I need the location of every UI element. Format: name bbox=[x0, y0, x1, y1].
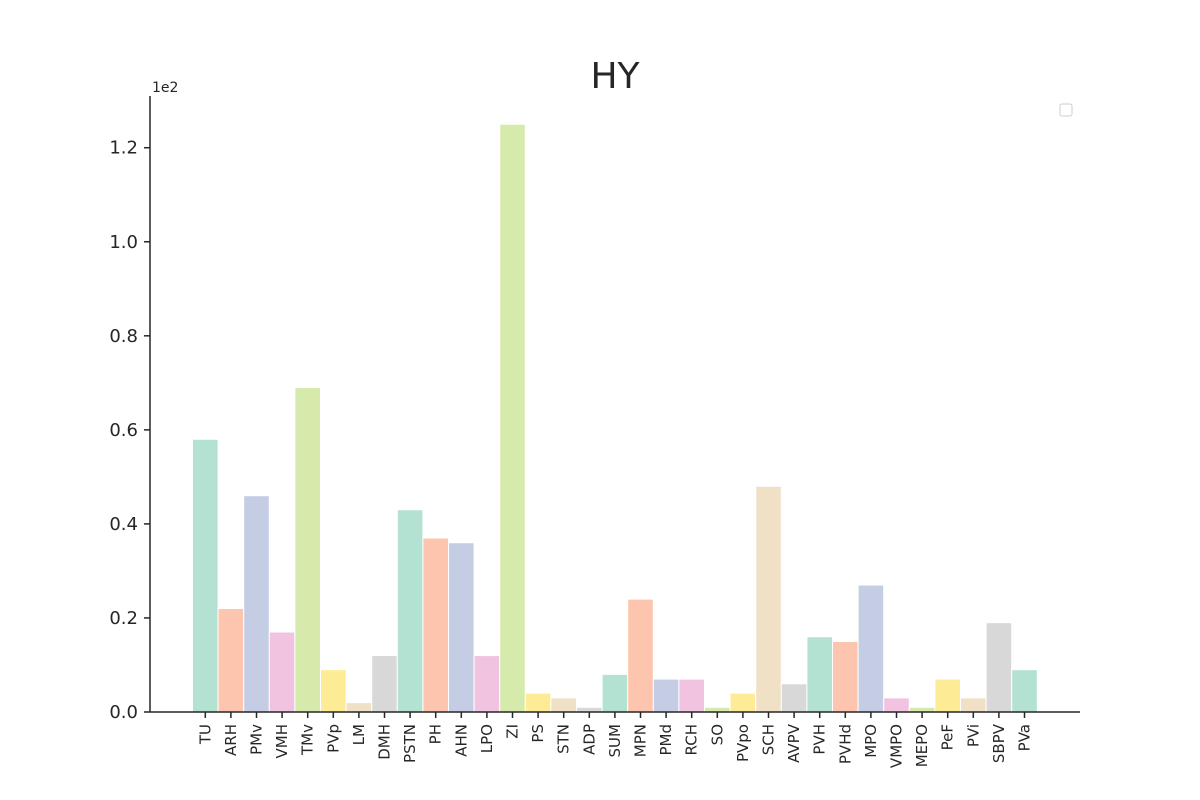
x-tick-label: MPO bbox=[862, 724, 880, 758]
bar-RCH bbox=[678, 678, 706, 713]
bar-LM bbox=[345, 702, 373, 713]
x-tick-label: TMv bbox=[299, 724, 317, 756]
x-tick-label: ZI bbox=[504, 724, 522, 739]
bar-PSTN bbox=[396, 509, 424, 713]
legend-box bbox=[1059, 103, 1073, 117]
y-tick-label: 0.6 bbox=[109, 420, 138, 441]
bar-PVp bbox=[320, 669, 347, 713]
bar-PMd bbox=[652, 678, 680, 713]
bar-SCH bbox=[755, 485, 782, 713]
bar-PeF bbox=[934, 678, 962, 713]
y-axis-ticks: 0.0 0.2 0.4 0.6 0.8 1.0 1.2 bbox=[109, 138, 150, 723]
bars-group bbox=[192, 123, 1038, 713]
x-tick-label: PVHd bbox=[836, 724, 854, 764]
x-tick-label: LM bbox=[350, 724, 368, 745]
bar-MPN bbox=[627, 598, 654, 713]
bar-VMPO bbox=[883, 697, 910, 713]
x-tick-label: LPO bbox=[478, 724, 496, 753]
bar-PVHd bbox=[832, 640, 859, 713]
x-tick-label: ARH bbox=[222, 724, 240, 756]
x-axis-ticks: TU ARH PMv VMH TMv PVp LM DMH PSTN PH AHN LPO ZI PS ST… bbox=[196, 712, 1034, 768]
x-tick-label: ADP bbox=[580, 724, 598, 755]
x-tick-label: AVPV bbox=[785, 723, 803, 763]
x-tick-label: RCH bbox=[683, 724, 701, 755]
x-tick-label: STN bbox=[555, 724, 573, 754]
y-tick-label: 0.4 bbox=[109, 514, 138, 535]
x-tick-label: PSTN bbox=[401, 724, 419, 763]
bar-SUM bbox=[601, 673, 629, 713]
bar-AVPV bbox=[780, 683, 808, 713]
bar-PVa bbox=[1011, 669, 1038, 713]
x-tick-label: DMH bbox=[376, 724, 394, 760]
x-tick-label: MEPO bbox=[913, 724, 931, 767]
y-tick-label: 1.2 bbox=[109, 138, 138, 159]
bar-ZI bbox=[499, 123, 526, 713]
bar-PVi bbox=[960, 697, 987, 713]
bar-SBPV bbox=[985, 622, 1013, 713]
y-tick-label: 0.8 bbox=[109, 326, 138, 347]
x-tick-label: PVpo bbox=[734, 724, 752, 762]
x-tick-label: SBPV bbox=[990, 723, 1008, 763]
y-tick-label: 0.0 bbox=[109, 702, 138, 723]
x-tick-label: PMv bbox=[248, 724, 266, 755]
x-tick-label: PS bbox=[529, 724, 547, 743]
x-tick-label: PVH bbox=[811, 724, 829, 755]
bar-LPO bbox=[473, 655, 501, 713]
x-tick-label: PH bbox=[427, 724, 445, 744]
x-tick-label: PMd bbox=[657, 724, 675, 756]
y-axis-offset-label: 1e2 bbox=[152, 80, 178, 96]
x-tick-label: TU bbox=[196, 724, 214, 745]
chart-title: HY bbox=[590, 56, 640, 97]
x-tick-label: PVa bbox=[1016, 724, 1034, 751]
bar-VMH bbox=[268, 631, 296, 713]
bar-PS bbox=[524, 692, 552, 713]
y-tick-label: 1.0 bbox=[109, 232, 138, 253]
bar-DMH bbox=[371, 655, 398, 713]
bar-AHN bbox=[448, 542, 475, 713]
x-tick-label: PVp bbox=[324, 724, 342, 753]
bar-PH bbox=[422, 537, 449, 713]
bar-TMv bbox=[294, 387, 321, 713]
x-tick-label: AHN bbox=[452, 724, 470, 757]
x-tick-label: PeF bbox=[939, 724, 957, 750]
x-tick-label: SUM bbox=[606, 724, 624, 757]
bar-PVH bbox=[806, 636, 834, 713]
bar-ARH bbox=[217, 608, 245, 713]
bar-PMv bbox=[243, 495, 270, 713]
bar-TU bbox=[192, 438, 219, 713]
bar-STN bbox=[550, 697, 578, 713]
y-tick-label: 0.2 bbox=[109, 608, 138, 629]
x-tick-label: SO bbox=[708, 724, 726, 745]
bar-MPO bbox=[857, 584, 885, 713]
bar-PVpo bbox=[729, 692, 757, 713]
x-tick-label: MPN bbox=[632, 724, 650, 757]
x-tick-label: VMPO bbox=[888, 724, 906, 768]
x-tick-label: SCH bbox=[760, 724, 778, 755]
x-tick-label: VMH bbox=[273, 724, 291, 758]
x-tick-label: PVi bbox=[964, 724, 982, 747]
